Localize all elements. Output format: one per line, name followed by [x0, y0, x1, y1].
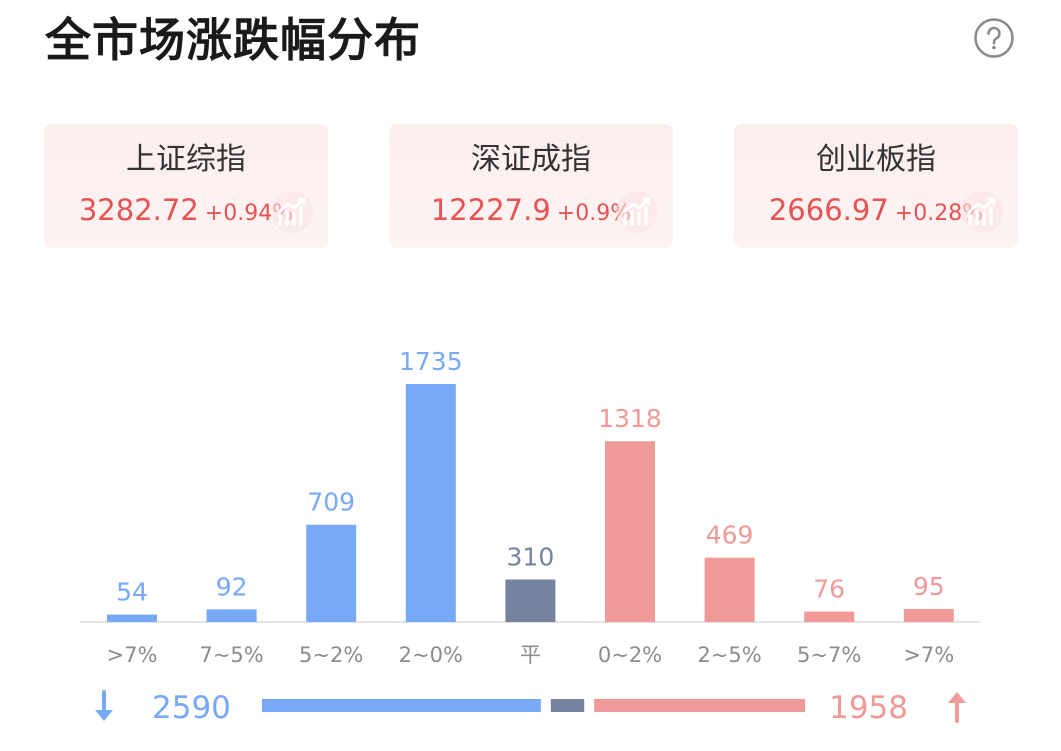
bar-3	[405, 384, 456, 622]
category-label: 5~7%	[797, 643, 861, 667]
bar-2	[306, 524, 357, 622]
flat-summary-bar	[550, 699, 585, 712]
help-circle-icon[interactable]	[973, 17, 1015, 59]
bar-value-label: 54	[116, 578, 148, 607]
index-price: 2666.97	[768, 193, 889, 227]
index-name: 创业板指	[816, 142, 936, 177]
bar-value-label: 95	[913, 572, 945, 601]
trend-up-icon	[616, 191, 658, 233]
bar-value-label: 709	[307, 488, 355, 517]
category-label: 7~5%	[199, 643, 263, 667]
trend-up-icon	[961, 191, 1003, 233]
category-label: 0~2%	[598, 643, 662, 667]
index-name: 深证成指	[471, 142, 591, 177]
bar-1	[206, 609, 257, 622]
index-price: 3282.72	[78, 193, 199, 227]
index-card-shanghai[interactable]: 上证综指 3282.72 +0.94%	[44, 124, 328, 248]
bar-value-label: 1318	[598, 404, 662, 433]
category-label: 2~5%	[697, 643, 761, 667]
category-label: 平	[520, 643, 541, 667]
category-label: 5~2%	[299, 643, 363, 667]
bar-group: 54 >7% 92 7~5% 709 5~2% 1735 2~0% 310 平 1318 0~2% 46…	[107, 347, 955, 667]
bar-8	[903, 608, 954, 622]
category-label: 2~0%	[399, 643, 463, 667]
down-summary-bar	[262, 699, 541, 712]
bar-value-label: 469	[706, 521, 754, 550]
index-value-row: 12227.9 +0.9%	[389, 192, 673, 233]
bar-value-label: 92	[216, 572, 248, 601]
index-price: 12227.9	[430, 193, 551, 227]
index-name: 上证综指	[126, 142, 246, 177]
bar-5	[605, 441, 655, 622]
arrow-down-icon	[95, 690, 113, 721]
bar-value-label: 1735	[399, 347, 463, 376]
arrow-up-icon	[948, 692, 966, 723]
bar-value-label: 310	[507, 542, 555, 571]
down-total: 2590	[152, 690, 231, 726]
bar-value-label: 76	[813, 575, 845, 604]
bar-4	[505, 579, 556, 622]
up-total: 1958	[829, 690, 908, 726]
index-card-chinext[interactable]: 创业板指 2666.97 +0.28%	[734, 124, 1018, 248]
page-title: 全市场涨跌幅分布	[45, 13, 421, 67]
bar-7	[804, 611, 855, 622]
up-summary-bar	[594, 699, 805, 712]
category-label: >7%	[903, 643, 954, 667]
bar-6	[704, 557, 755, 622]
bar-0	[107, 614, 157, 622]
trend-up-icon	[271, 191, 313, 233]
category-label: >7%	[107, 643, 158, 667]
index-card-shenzhen[interactable]: 深证成指 12227.9 +0.9%	[389, 124, 673, 248]
